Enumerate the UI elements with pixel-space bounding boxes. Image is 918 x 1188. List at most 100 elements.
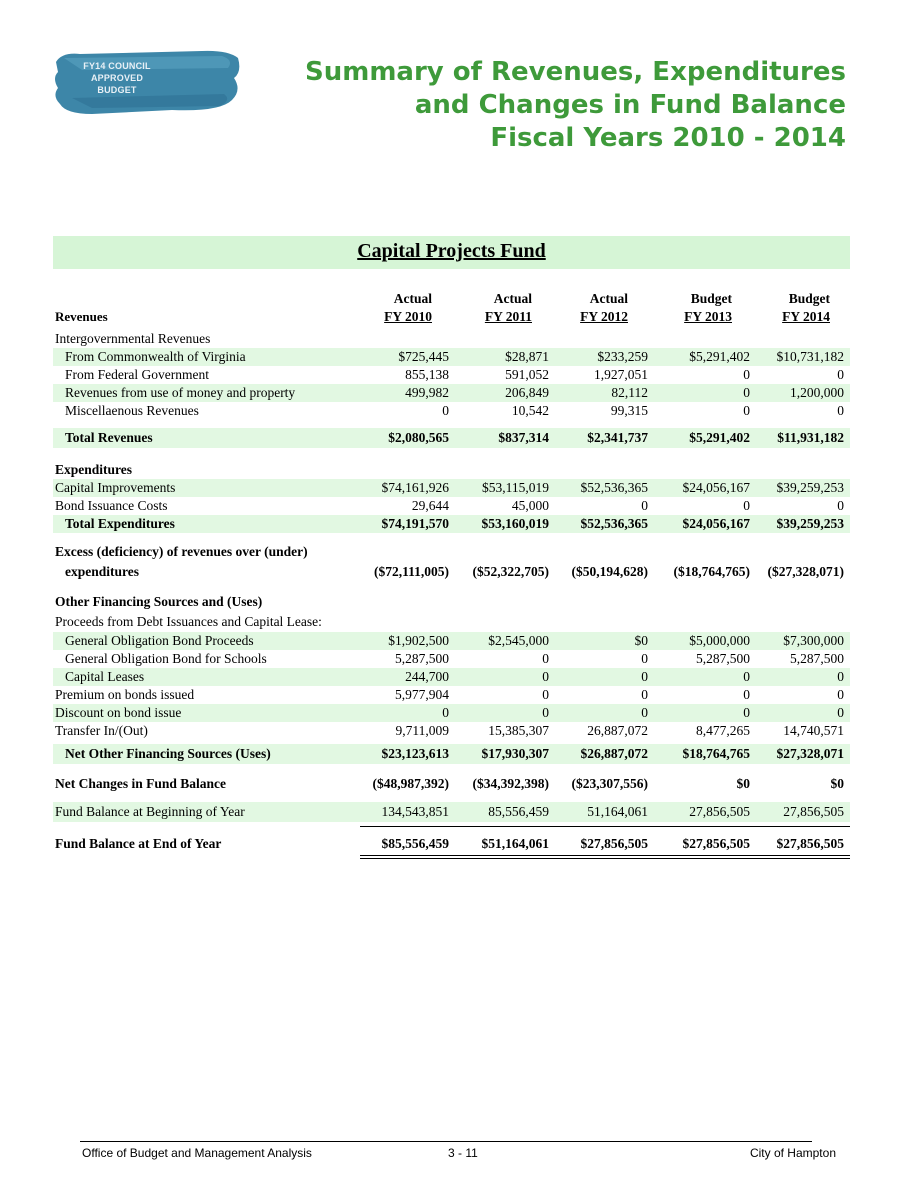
cell-value: $10,731,182 — [776, 349, 845, 364]
section-label-row: Excess (deficiency) of revenues over (un… — [53, 543, 850, 561]
cell-value: $5,000,000 — [689, 633, 750, 648]
row-label: Total Expenditures — [65, 516, 175, 531]
column-header-year: FY 2014 — [782, 309, 830, 324]
cell-value: 855,138 — [405, 367, 449, 382]
cell-value: $7,300,000 — [783, 633, 844, 648]
cell-value: $27,856,505 — [580, 836, 649, 851]
row-label: expenditures — [65, 564, 140, 579]
cell-value: 15,385,307 — [488, 723, 549, 738]
cell-value: 134,543,851 — [381, 804, 450, 819]
row-label: Excess (deficiency) of revenues over (un… — [55, 544, 308, 559]
brush-stroke-icon — [55, 50, 240, 114]
title-line: Summary of Revenues, Expenditures — [305, 57, 846, 87]
cell-value: 26,887,072 — [587, 723, 648, 738]
cell-value: 51,164,061 — [587, 804, 648, 819]
cell-value: $52,536,365 — [580, 480, 649, 495]
total-row: Net Changes in Fund Balance ($48,987,392… — [53, 775, 850, 793]
cell-value: $52,536,365 — [580, 516, 649, 531]
cell-value: $27,856,505 — [776, 836, 845, 851]
row-label: Fund Balance at End of Year — [55, 836, 222, 851]
footer-rule — [80, 1141, 812, 1142]
cell-value: $5,291,402 — [689, 349, 750, 364]
cell-value: ($34,392,398) — [472, 776, 550, 791]
title-line: Fiscal Years 2010 - 2014 — [490, 123, 846, 153]
row-label: Other Financing Sources and (Uses) — [55, 594, 263, 609]
row-label: General Obligation Bond for Schools — [65, 651, 267, 666]
row-label: Expenditures — [55, 462, 133, 477]
cell-value: 0 — [743, 705, 750, 720]
cell-value: 0 — [442, 403, 449, 418]
cell-value: 0 — [837, 705, 844, 720]
cell-value: $24,056,167 — [682, 516, 751, 531]
cell-value: 45,000 — [511, 498, 549, 513]
column-header: Actual FY 2011 — [485, 290, 532, 326]
cell-value: 0 — [837, 403, 844, 418]
total-row: Net Other Financing Sources (Uses) $23,1… — [53, 744, 850, 764]
cell-value: 27,856,505 — [689, 804, 750, 819]
cell-value: 206,849 — [505, 385, 549, 400]
cell-value: ($23,307,556) — [571, 776, 649, 791]
column-header: Budget FY 2014 — [782, 290, 830, 326]
row-label: Proceeds from Debt Issuances and Capital… — [55, 614, 322, 629]
table-row: Premium on bonds issued 5,977,904 0 0 0 … — [53, 686, 850, 704]
cell-value: $5,291,402 — [689, 430, 750, 445]
cell-value: 0 — [542, 705, 549, 720]
column-header-top: Actual — [589, 291, 628, 306]
column-header-year: FY 2012 — [580, 309, 628, 324]
column-header: Actual FY 2010 — [384, 290, 432, 326]
cell-value: 0 — [837, 669, 844, 684]
table-row: Capital Leases 244,700 0 0 0 0 — [53, 668, 850, 686]
table-row: Transfer In/(Out) 9,711,009 15,385,307 2… — [53, 722, 850, 740]
cell-value: 29,644 — [411, 498, 449, 513]
cell-value: $39,259,253 — [776, 480, 845, 495]
cell-value: ($27,328,071) — [767, 564, 845, 579]
cell-value: $26,887,072 — [580, 746, 649, 761]
badge-line: FY14 COUNCIL — [83, 61, 151, 71]
cell-value: 8,477,265 — [696, 723, 750, 738]
cell-value: $17,930,307 — [481, 746, 550, 761]
cell-value: 0 — [641, 498, 648, 513]
row-label: From Commonwealth of Virginia — [65, 349, 246, 364]
row-label: Discount on bond issue — [55, 705, 182, 720]
row-label: Premium on bonds issued — [55, 687, 195, 702]
section-label-row: Other Financing Sources and (Uses) — [53, 593, 850, 611]
cell-value: 0 — [641, 651, 648, 666]
cell-value: $27,856,505 — [682, 836, 751, 851]
cell-value: ($50,194,628) — [571, 564, 649, 579]
cell-value: $2,341,737 — [587, 430, 648, 445]
cell-value: 85,556,459 — [488, 804, 549, 819]
cell-value: 591,052 — [505, 367, 549, 382]
row-label: General Obligation Bond Proceeds — [65, 633, 254, 648]
cell-value: $0 — [830, 776, 845, 791]
total-row: Total Expenditures $74,191,570 $53,160,0… — [53, 515, 850, 533]
cell-value: $51,164,061 — [481, 836, 550, 851]
row-label: From Federal Government — [65, 367, 209, 382]
total-row: expenditures ($72,111,005) ($52,322,705)… — [53, 563, 850, 581]
footer-left: Office of Budget and Management Analysis — [82, 1146, 312, 1160]
column-header-top: Actual — [393, 291, 432, 306]
cell-value: $39,259,253 — [776, 516, 845, 531]
cell-value: $85,556,459 — [381, 836, 450, 851]
table-row: General Obligation Bond for Schools 5,28… — [53, 650, 850, 668]
badge-line: BUDGET — [97, 85, 137, 95]
cell-value: $74,191,570 — [381, 516, 450, 531]
section-label-row: Proceeds from Debt Issuances and Capital… — [53, 613, 850, 631]
cell-value: 0 — [743, 498, 750, 513]
cell-value: $74,161,926 — [381, 480, 450, 495]
cell-value: ($72,111,005) — [373, 564, 449, 579]
cell-value: 0 — [837, 498, 844, 513]
table-row: Capital Improvements $74,161,926 $53,115… — [53, 479, 850, 497]
cell-value: 5,287,500 — [395, 651, 449, 666]
cell-value: $2,545,000 — [488, 633, 549, 648]
revenues-header: Revenues — [55, 309, 108, 324]
column-header: Actual FY 2012 — [580, 290, 628, 326]
footer-right: City of Hampton — [749, 1146, 836, 1160]
cell-value: $0 — [736, 776, 751, 791]
cell-value: $0 — [634, 633, 649, 648]
row-label: Fund Balance at Beginning of Year — [55, 804, 245, 819]
cell-value: ($18,764,765) — [673, 564, 751, 579]
cell-value: 0 — [837, 687, 844, 702]
section-label-row: Expenditures — [53, 461, 850, 479]
column-header-year: FY 2010 — [384, 309, 432, 324]
cell-value: 1,927,051 — [594, 367, 648, 382]
